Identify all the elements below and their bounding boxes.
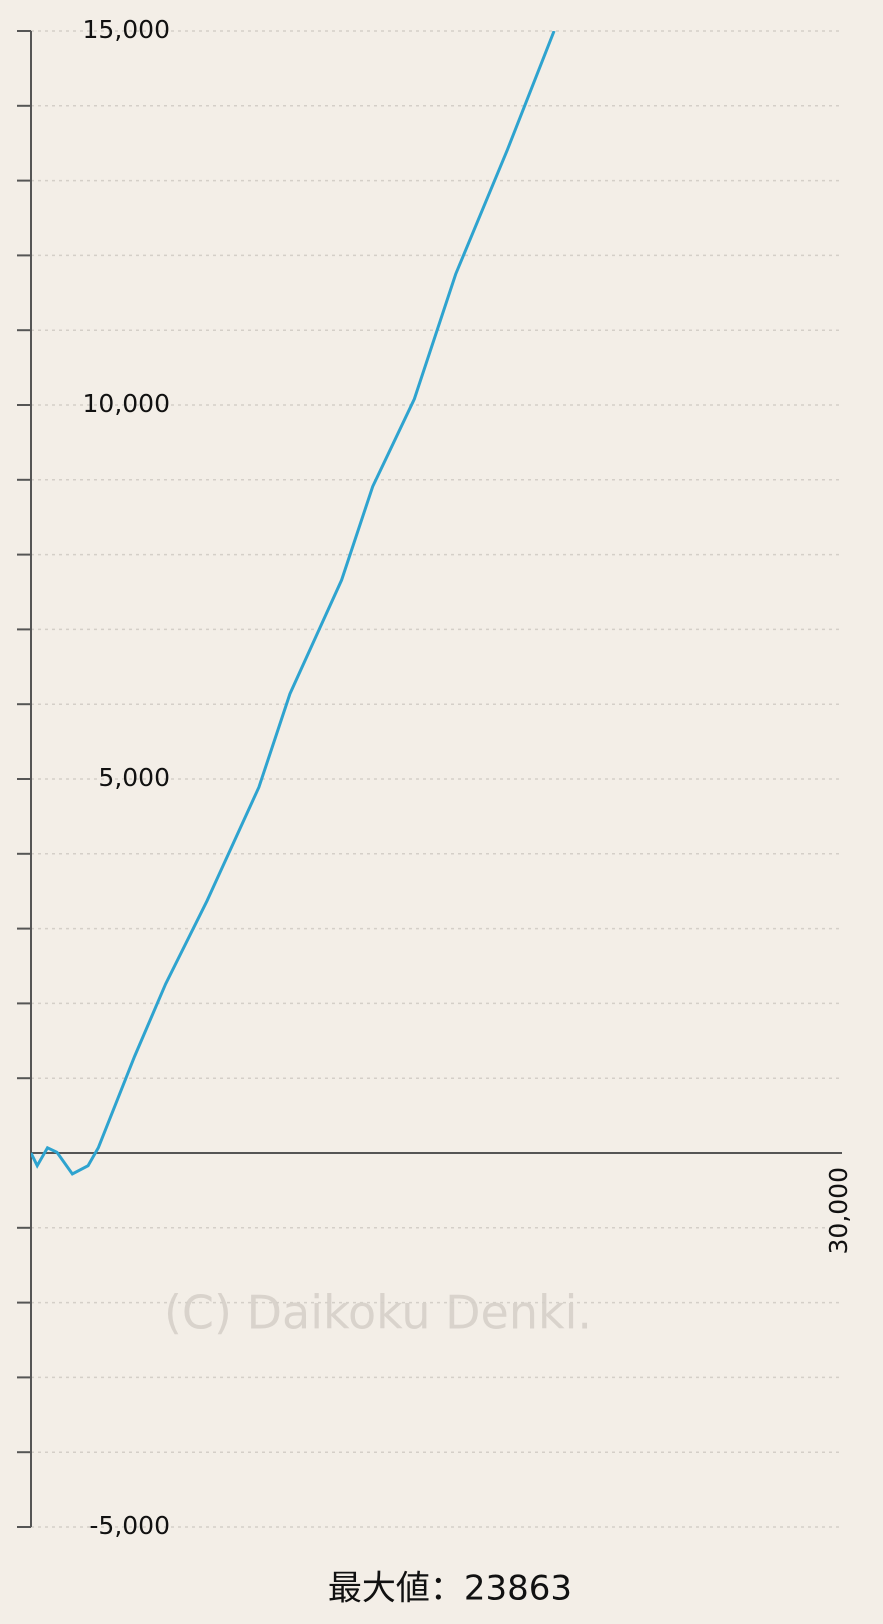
x-tick-label: 30,000 — [824, 1167, 853, 1254]
y-tick-label: 15,000 — [83, 15, 170, 44]
plot-area — [31, 31, 556, 1176]
y-tick-label: 5,000 — [98, 763, 170, 792]
footer: 最大値：23863 — [328, 1569, 572, 1609]
line — [31, 31, 556, 1176]
y-tick-label: 10,000 — [83, 389, 170, 418]
watermark: (C) Daikoku Denki. — [164, 1286, 592, 1340]
y-tick-label: -5,000 — [89, 1511, 170, 1540]
